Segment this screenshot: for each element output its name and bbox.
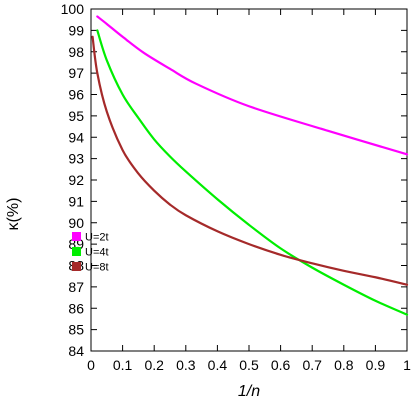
- x-tick-label: 0: [87, 357, 95, 373]
- x-tick-label: 0.3: [176, 357, 196, 373]
- x-tick-label: 0.8: [334, 357, 354, 373]
- x-tick-label: 0.5: [239, 357, 259, 373]
- y-tick-label: 93: [68, 151, 84, 167]
- y-tick-label: 86: [68, 300, 84, 316]
- series-lines: [91, 15, 409, 316]
- legend-swatch-3: [72, 262, 81, 271]
- x-tick-label: 0.1: [113, 357, 133, 373]
- y-tick-label: 100: [61, 1, 85, 17]
- y-tick-label: 90: [68, 215, 84, 231]
- x-tick-label: 0.7: [302, 357, 322, 373]
- x-tick-label: 1: [403, 357, 411, 373]
- x-axis-label: 1/n: [238, 383, 260, 400]
- plot-frame: [90, 8, 408, 352]
- legend-label-1: U=2t: [85, 232, 109, 244]
- y-tick-label: 96: [68, 87, 84, 103]
- legend-label-3: U=8t: [85, 262, 109, 274]
- y-tick-label: 85: [68, 322, 84, 338]
- y-tick-label: 84: [68, 343, 84, 359]
- legend-label-2: U=4t: [85, 247, 109, 259]
- series-line-3: [91, 35, 409, 286]
- y-tick-label: 98: [68, 44, 84, 60]
- y-tick-label: 97: [68, 65, 84, 81]
- series-line-2: [96, 29, 409, 316]
- y-tick-label: 91: [68, 193, 84, 209]
- legend: U=2t U=4t U=8t: [72, 232, 109, 274]
- y-axis-label: κ(%): [5, 198, 22, 231]
- y-tick-label: 87: [68, 279, 84, 295]
- x-tick-label: 0.2: [144, 357, 164, 373]
- x-tick-label: 0.4: [208, 357, 228, 373]
- y-tick-label: 99: [68, 22, 84, 38]
- y-tick-label: 95: [68, 108, 84, 124]
- legend-swatch-1: [72, 232, 81, 241]
- axes: 00.10.20.30.40.50.60.70.80.9184858687888…: [61, 1, 411, 373]
- x-tick-label: 0.6: [271, 357, 291, 373]
- x-tick-label: 0.9: [366, 357, 386, 373]
- y-tick-label: 92: [68, 172, 84, 188]
- y-tick-label: 94: [68, 129, 84, 145]
- legend-swatch-2: [72, 247, 81, 256]
- series-line-1: [96, 15, 409, 156]
